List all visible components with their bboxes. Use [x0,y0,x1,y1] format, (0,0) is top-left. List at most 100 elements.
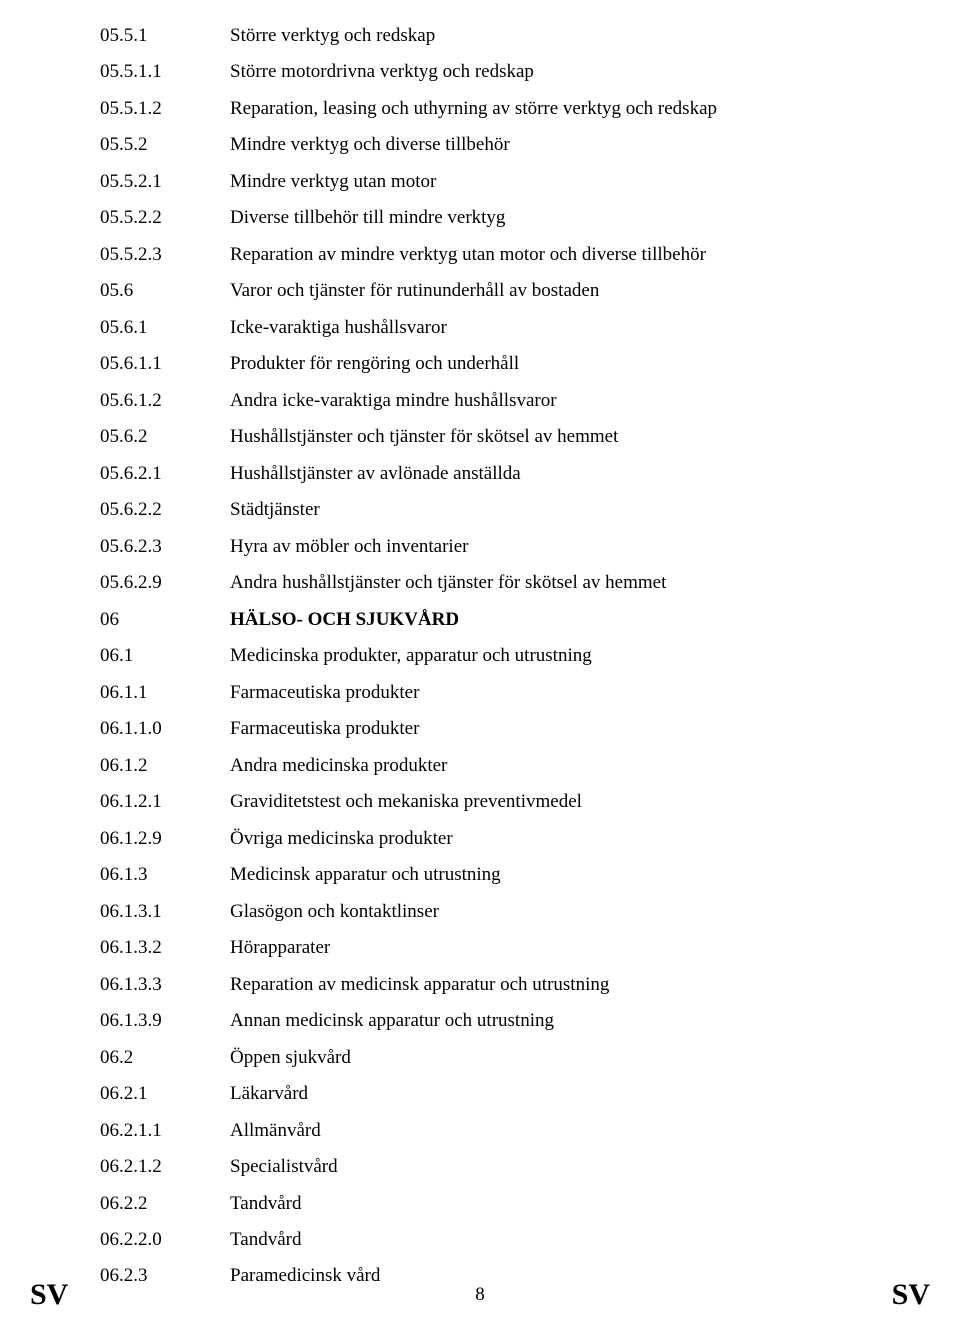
page-footer: SV 8 SV [0,1278,960,1312]
entry-label: Graviditetstest och mekaniska preventivm… [230,791,860,814]
list-row: 06.1.3Medicinsk apparatur och utrustning [100,864,860,887]
entry-label: Hushållstjänster av avlönade anställda [230,463,860,486]
entry-code: 06.2.2 [100,1193,230,1216]
list-row: 06.1.2Andra medicinska produkter [100,755,860,778]
entry-label: Andra hushållstjänster och tjänster för … [230,572,860,595]
list-row: 06HÄLSO- OCH SJUKVÅRD [100,609,860,632]
entry-label: Övriga medicinska produkter [230,828,860,851]
entry-label: Städtjänster [230,499,860,522]
entry-label: Hyra av möbler och inventarier [230,536,860,559]
entry-code: 05.6.1.1 [100,353,230,376]
entry-label: Mindre verktyg och diverse tillbehör [230,134,860,157]
entry-code: 06.2.2.0 [100,1229,230,1252]
entry-label: Farmaceutiska produkter [230,718,860,741]
entry-label: Tandvård [230,1193,860,1216]
entry-code: 06.2.1.1 [100,1120,230,1143]
entry-code: 06.1.3.2 [100,937,230,960]
list-row: 05.5.2Mindre verktyg och diverse tillbeh… [100,134,860,157]
list-row: 05.6.2Hushållstjänster och tjänster för … [100,426,860,449]
entry-code: 05.6.2.3 [100,536,230,559]
footer-page-number: 8 [475,1284,485,1306]
list-row: 06.2.2.0Tandvård [100,1229,860,1252]
entry-label: Varor och tjänster för rutinunderhåll av… [230,280,860,303]
entry-label: Farmaceutiska produkter [230,682,860,705]
list-row: 06.1.3.9Annan medicinsk apparatur och ut… [100,1010,860,1033]
entry-code: 06.2 [100,1047,230,1070]
entry-label: HÄLSO- OCH SJUKVÅRD [230,609,860,632]
entry-code: 05.5.2.2 [100,207,230,230]
list-row: 06.2Öppen sjukvård [100,1047,860,1070]
list-row: 06.1.1Farmaceutiska produkter [100,682,860,705]
entry-code: 06.1.3 [100,864,230,887]
list-row: 06.1Medicinska produkter, apparatur och … [100,645,860,668]
list-row: 05.6.1.2Andra icke-varaktiga mindre hush… [100,390,860,413]
entry-code: 05.5.2.3 [100,244,230,267]
entry-code: 05.6 [100,280,230,303]
entry-code: 05.6.1.2 [100,390,230,413]
list-row: 06.1.3.3Reparation av medicinsk apparatu… [100,974,860,997]
list-row: 06.2.2Tandvård [100,1193,860,1216]
entry-code: 06 [100,609,230,632]
entry-code: 06.1.2.1 [100,791,230,814]
list-row: 05.5.1.1Större motordrivna verktyg och r… [100,61,860,84]
list-row: 06.2.1.2Specialistvård [100,1156,860,1179]
entry-label: Medicinsk apparatur och utrustning [230,864,860,887]
list-row: 05.5.2.2Diverse tillbehör till mindre ve… [100,207,860,230]
entry-code: 06.1.2.9 [100,828,230,851]
entry-label: Mindre verktyg utan motor [230,171,860,194]
entry-label: Annan medicinsk apparatur och utrustning [230,1010,860,1033]
list-row: 05.6.2.3Hyra av möbler och inventarier [100,536,860,559]
list-row: 05.6.2.1Hushållstjänster av avlönade ans… [100,463,860,486]
footer-left: SV [30,1278,68,1312]
entry-code: 05.6.2.1 [100,463,230,486]
entry-label: Medicinska produkter, apparatur och utru… [230,645,860,668]
entry-label: Tandvård [230,1229,860,1252]
list-row: 05.6.1Icke-varaktiga hushållsvaror [100,317,860,340]
list-row: 05.5.1.2Reparation, leasing och uthyrnin… [100,98,860,121]
entry-code: 06.1 [100,645,230,668]
footer-right: SV [892,1278,930,1312]
entry-label: Öppen sjukvård [230,1047,860,1070]
list-row: 05.5.1Större verktyg och redskap [100,25,860,48]
entry-label: Läkarvård [230,1083,860,1106]
list-row: 05.6.2.9Andra hushållstjänster och tjäns… [100,572,860,595]
list-row: 05.6Varor och tjänster för rutinunderhål… [100,280,860,303]
entry-code: 05.6.1 [100,317,230,340]
entry-label: Större verktyg och redskap [230,25,860,48]
list-row: 06.1.2.1Graviditetstest och mekaniska pr… [100,791,860,814]
classification-list: 05.5.1Större verktyg och redskap05.5.1.1… [100,25,860,1288]
entry-code: 05.6.2.2 [100,499,230,522]
entry-code: 06.2.1.2 [100,1156,230,1179]
entry-label: Reparation av mindre verktyg utan motor … [230,244,860,267]
list-row: 05.5.2.3Reparation av mindre verktyg uta… [100,244,860,267]
entry-code: 05.5.2 [100,134,230,157]
list-row: 05.6.2.2Städtjänster [100,499,860,522]
list-row: 05.5.2.1Mindre verktyg utan motor [100,171,860,194]
list-row: 06.1.3.1Glasögon och kontaktlinser [100,901,860,924]
entry-code: 05.6.2.9 [100,572,230,595]
entry-label: Glasögon och kontaktlinser [230,901,860,924]
entry-code: 06.1.1 [100,682,230,705]
entry-code: 05.6.2 [100,426,230,449]
entry-code: 06.1.1.0 [100,718,230,741]
entry-code: 05.5.2.1 [100,171,230,194]
list-row: 05.6.1.1Produkter för rengöring och unde… [100,353,860,376]
list-row: 06.1.2.9Övriga medicinska produkter [100,828,860,851]
entry-label: Andra medicinska produkter [230,755,860,778]
list-row: 06.1.3.2Hörapparater [100,937,860,960]
entry-label: Hushållstjänster och tjänster för skötse… [230,426,860,449]
entry-code: 05.5.1.1 [100,61,230,84]
list-row: 06.1.1.0Farmaceutiska produkter [100,718,860,741]
entry-label: Produkter för rengöring och underhåll [230,353,860,376]
entry-label: Specialistvård [230,1156,860,1179]
entry-label: Större motordrivna verktyg och redskap [230,61,860,84]
entry-label: Diverse tillbehör till mindre verktyg [230,207,860,230]
entry-code: 05.5.1 [100,25,230,48]
entry-code: 06.2.1 [100,1083,230,1106]
entry-code: 06.1.3.9 [100,1010,230,1033]
entry-code: 06.1.3.3 [100,974,230,997]
entry-label: Reparation, leasing och uthyrning av stö… [230,98,860,121]
entry-label: Andra icke-varaktiga mindre hushållsvaro… [230,390,860,413]
list-row: 06.2.1.1Allmänvård [100,1120,860,1143]
entry-code: 06.1.2 [100,755,230,778]
